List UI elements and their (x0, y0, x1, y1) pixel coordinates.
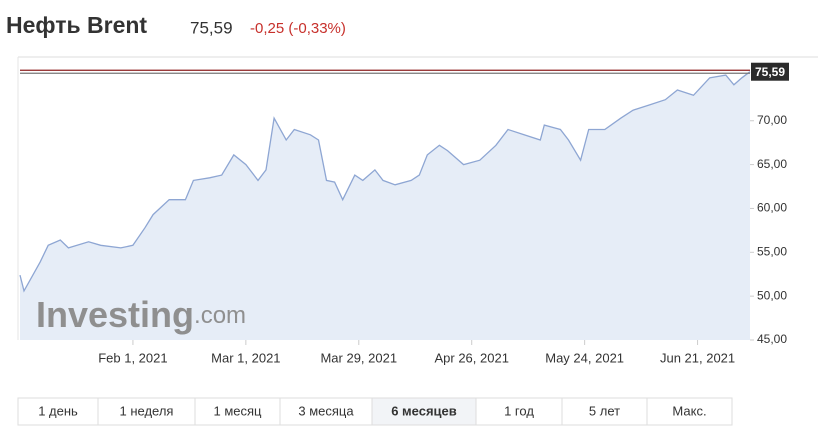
range-label[interactable]: 1 год (504, 403, 534, 418)
watermark-brand: Investing (36, 294, 194, 335)
range-button[interactable] (475, 397, 563, 426)
price: 75,59 (190, 18, 233, 37)
x-tick-label: Feb 1, 2021 (98, 350, 167, 365)
y-tick-label: 70,00 (757, 113, 787, 127)
range-label[interactable]: 1 неделя (120, 403, 174, 418)
range-button[interactable] (17, 397, 99, 426)
range-button[interactable] (646, 397, 733, 426)
x-tick-label: May 24, 2021 (545, 350, 624, 365)
range-button[interactable] (97, 397, 196, 426)
plot: Investing.com 75,59 45,00 50,00 55,00 60,00 65… (19, 62, 789, 365)
range-button[interactable] (194, 397, 281, 426)
title: Нефть Brent (6, 12, 147, 38)
last-price-label: 75,59 (755, 65, 785, 79)
y-tick-label: 45,00 (757, 332, 787, 346)
range-button[interactable] (561, 397, 648, 426)
change: -0,25 (-0,33%) (250, 20, 346, 37)
x-tick-label: Apr 26, 2021 (434, 350, 508, 365)
range-label[interactable]: 1 день (38, 403, 78, 418)
x-tick-label: Jun 21, 2021 (660, 350, 735, 365)
x-tick-label: Mar 29, 2021 (320, 350, 397, 365)
range-label[interactable]: Макс. (672, 403, 706, 418)
range-label[interactable]: 1 месяц (214, 403, 263, 418)
y-tick-label: 60,00 (757, 201, 787, 215)
range-label[interactable]: 3 месяца (298, 403, 354, 418)
range-button[interactable] (279, 397, 373, 426)
watermark: Investing.com (36, 294, 246, 335)
range-label[interactable]: 5 лет (589, 403, 620, 418)
y-tick-label: 65,00 (757, 157, 787, 171)
price-line (19, 71, 751, 293)
range-bar: 1 день 1 неделя 1 месяц 3 месяца 6 месяцев 1 … (17, 397, 733, 426)
last-price-box (751, 62, 789, 81)
y-tick-label: 50,00 (757, 288, 787, 302)
x-tick-label: Mar 1, 2021 (211, 350, 280, 365)
watermark-suffix: .com (194, 302, 246, 329)
range-label[interactable]: 6 месяцев (391, 403, 457, 418)
y-tick-label: 55,00 (757, 244, 787, 258)
